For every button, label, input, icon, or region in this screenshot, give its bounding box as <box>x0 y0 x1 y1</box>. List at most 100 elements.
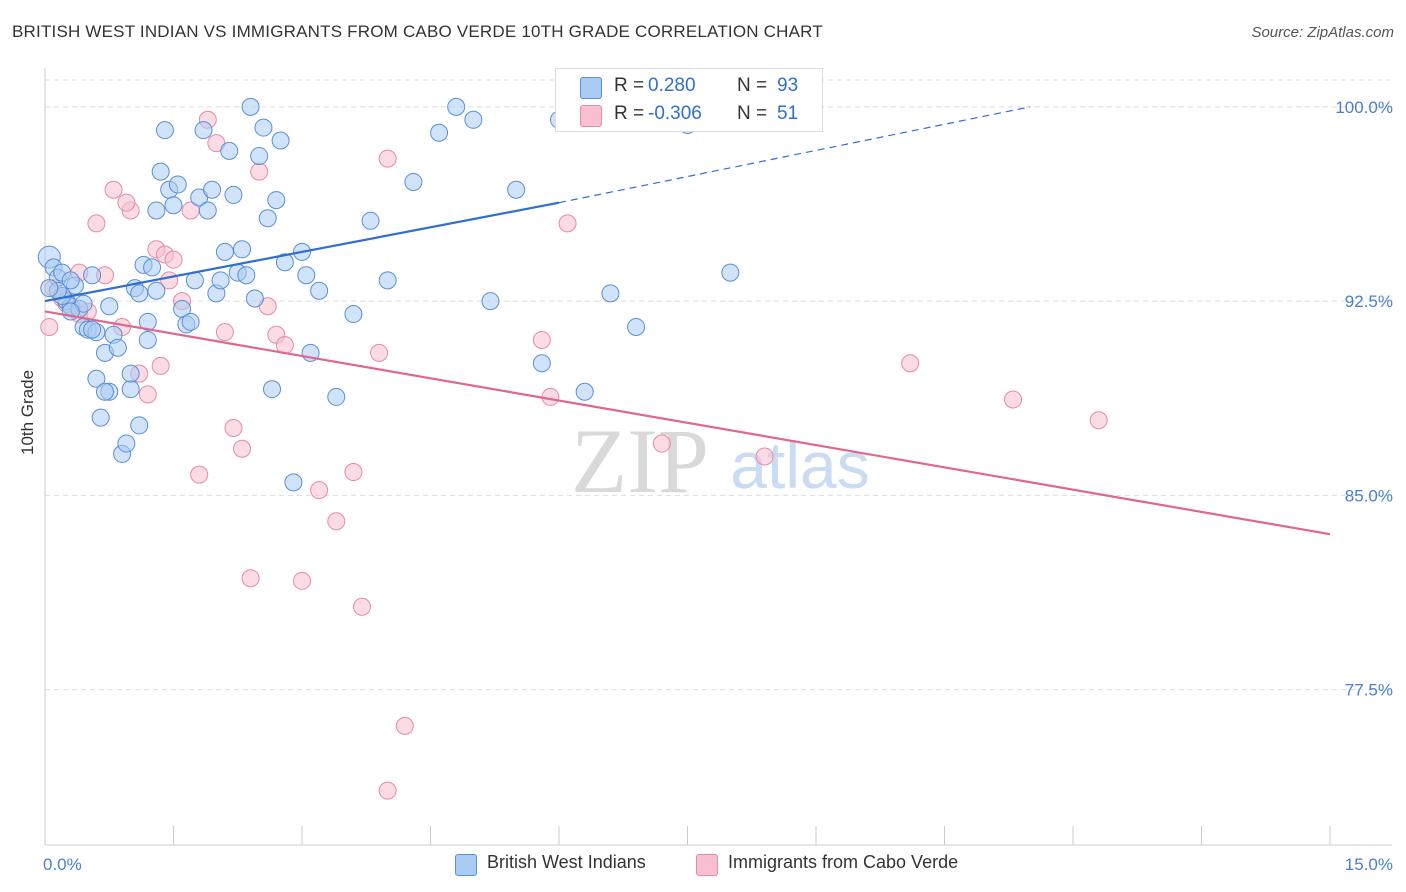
x-tick-label: 15.0% <box>1345 855 1393 874</box>
data-point-bwi <box>91 408 110 427</box>
y-axis-label: 10th Grade <box>18 369 37 455</box>
data-point-bwi <box>575 382 594 401</box>
data-point-bwi <box>263 380 282 399</box>
data-point-bwi <box>95 382 114 401</box>
bottom-legend-swatch-bwi <box>455 854 477 876</box>
legend-swatch-bwi <box>580 77 602 99</box>
data-point-bwi <box>361 211 380 230</box>
data-point-bwi <box>344 305 363 324</box>
data-point-bwi <box>220 141 239 160</box>
legend-row-bwi: R = 0.280 N = 93 <box>556 73 822 99</box>
legend-r-value: 0.280 <box>648 75 696 96</box>
data-point-cabo-verde <box>87 214 106 233</box>
data-point-bwi <box>155 121 174 140</box>
data-point-bwi <box>447 97 466 116</box>
data-point-cabo-verde <box>395 716 414 735</box>
watermark-zip: ZIP <box>571 410 709 512</box>
data-point-bwi <box>40 279 59 298</box>
data-point-bwi <box>100 297 119 316</box>
data-point-bwi <box>241 97 260 116</box>
trend-line-cabo-verde <box>44 310 1331 536</box>
legend-swatch-cabo-verde <box>580 105 602 127</box>
data-point-cabo-verde <box>164 250 183 269</box>
data-point-cabo-verde <box>40 318 59 336</box>
data-point-bwi <box>211 271 230 290</box>
y-tick-label: 77.5% <box>1345 681 1393 700</box>
x-tick-labels: 0.0% 15.0% <box>43 855 1393 874</box>
data-point-bwi <box>284 473 303 492</box>
x-tick-label: 0.0% <box>43 855 82 874</box>
data-point-bwi <box>267 191 286 210</box>
data-point-cabo-verde <box>344 463 363 482</box>
data-point-bwi <box>121 380 140 399</box>
data-point-bwi <box>627 318 646 336</box>
chart-source: Source: ZipAtlas.com <box>1251 24 1394 41</box>
data-point-cabo-verde <box>250 162 269 181</box>
data-point-cabo-verde <box>327 512 346 531</box>
legend-row-cabo-verde: R = -0.306 N = 51 <box>556 101 822 127</box>
data-point-bwi <box>532 354 551 373</box>
y-tick-label: 85.0% <box>1345 486 1393 505</box>
data-point-bwi <box>250 147 269 166</box>
data-point-bwi <box>464 110 483 129</box>
data-point-bwi <box>87 369 106 388</box>
data-point-bwi <box>147 201 166 220</box>
data-point-bwi <box>481 292 500 311</box>
data-point-cabo-verde <box>370 343 389 362</box>
bottom-legend-label-cabo-verde: Immigrants from Cabo Verde <box>728 852 959 872</box>
data-point-bwi <box>275 253 294 272</box>
legend-n-value: 93 <box>777 75 799 96</box>
trend-line-bwi-extension <box>558 106 1031 204</box>
watermark-atlas: atlas <box>730 428 869 502</box>
legend-n-label: N = <box>737 103 768 124</box>
data-point-bwi <box>198 201 217 220</box>
data-point-bwi <box>721 263 740 282</box>
data-point-cabo-verde <box>755 447 774 466</box>
data-point-cabo-verde <box>532 330 551 349</box>
y-tick-labels: 77.5% 85.0% 92.5% 100.0% <box>1335 98 1393 700</box>
data-point-cabo-verde <box>652 434 671 453</box>
data-point-cabo-verde <box>241 569 260 588</box>
data-point-cabo-verde <box>151 356 170 375</box>
data-point-bwi <box>601 284 620 303</box>
axes <box>44 68 1392 846</box>
data-point-bwi <box>138 330 157 349</box>
chart-title: BRITISH WEST INDIAN VS IMMIGRANTS FROM C… <box>12 22 823 41</box>
data-point-bwi <box>297 266 316 285</box>
data-point-cabo-verde <box>233 439 252 458</box>
data-point-bwi <box>181 312 200 331</box>
data-point-bwi <box>130 284 149 303</box>
data-point-bwi <box>224 185 243 204</box>
legend-r-value: -0.306 <box>648 103 702 124</box>
data-point-bwi <box>430 123 449 142</box>
data-point-cabo-verde <box>558 214 577 233</box>
data-point-bwi <box>83 320 102 339</box>
legend-r-label: R = <box>614 75 645 96</box>
trend-lines <box>44 106 1331 536</box>
y-tick-label: 92.5% <box>1345 292 1393 311</box>
data-point-bwi <box>61 271 80 290</box>
data-point-cabo-verde <box>378 149 397 168</box>
data-point-bwi <box>83 266 102 285</box>
legend-r-label: R = <box>614 103 645 124</box>
data-point-cabo-verde <box>310 481 329 500</box>
data-point-bwi <box>245 289 264 308</box>
trend-line-bwi <box>44 201 560 303</box>
data-point-cabo-verde <box>1089 411 1108 430</box>
data-point-bwi <box>258 209 277 228</box>
data-point-bwi <box>143 258 162 277</box>
data-point-cabo-verde <box>1004 390 1023 409</box>
bottom-legend-swatch-cabo-verde <box>696 854 718 876</box>
data-point-bwi <box>117 434 136 453</box>
data-point-bwi <box>151 162 170 181</box>
data-point-bwi <box>271 131 290 150</box>
data-point-bwi <box>130 416 149 435</box>
data-point-cabo-verde <box>215 323 234 342</box>
data-point-bwi <box>237 266 256 285</box>
bottom-legend-label-bwi: British West Indians <box>487 852 646 872</box>
series-bwi-points <box>37 97 740 492</box>
y-tick-label: 100.0% <box>1335 98 1393 117</box>
data-point-cabo-verde <box>138 385 157 404</box>
correlation-legend: R = 0.280 N = 93 R = -0.306 N = 51 <box>555 68 823 132</box>
